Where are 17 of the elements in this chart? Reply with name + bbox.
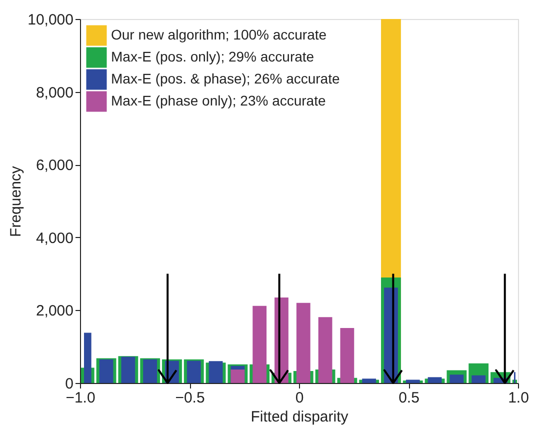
y-axis-title: Frequency: [8, 166, 25, 237]
legend-label: Max-E (pos. only); 29% accurate: [111, 48, 314, 64]
y-tick-label: 0: [65, 376, 74, 392]
x-tick-label: 0: [295, 390, 304, 406]
x-tick-label: −1.0: [66, 390, 96, 406]
x-tick-label: 1.0: [508, 390, 529, 406]
legend-label: Our new algorithm; 100% accurate: [111, 26, 327, 42]
legend-label: Max-E (phase only); 23% accurate: [111, 92, 326, 108]
x-tick-label: −0.5: [175, 390, 205, 406]
y-tick-label: 10,000: [28, 12, 74, 28]
y-tick-label: 2,000: [36, 302, 74, 320]
legend-label: Max-E (pos. & phase); 26% accurate: [111, 70, 340, 86]
y-tick-label: 8,000: [36, 84, 74, 102]
y-tick-label: 4,000: [36, 230, 74, 247]
x-tick-label: 0.5: [398, 390, 420, 406]
y-tick-label: 6,000: [36, 157, 74, 174]
x-axis-title: Fitted disparity: [250, 408, 349, 426]
